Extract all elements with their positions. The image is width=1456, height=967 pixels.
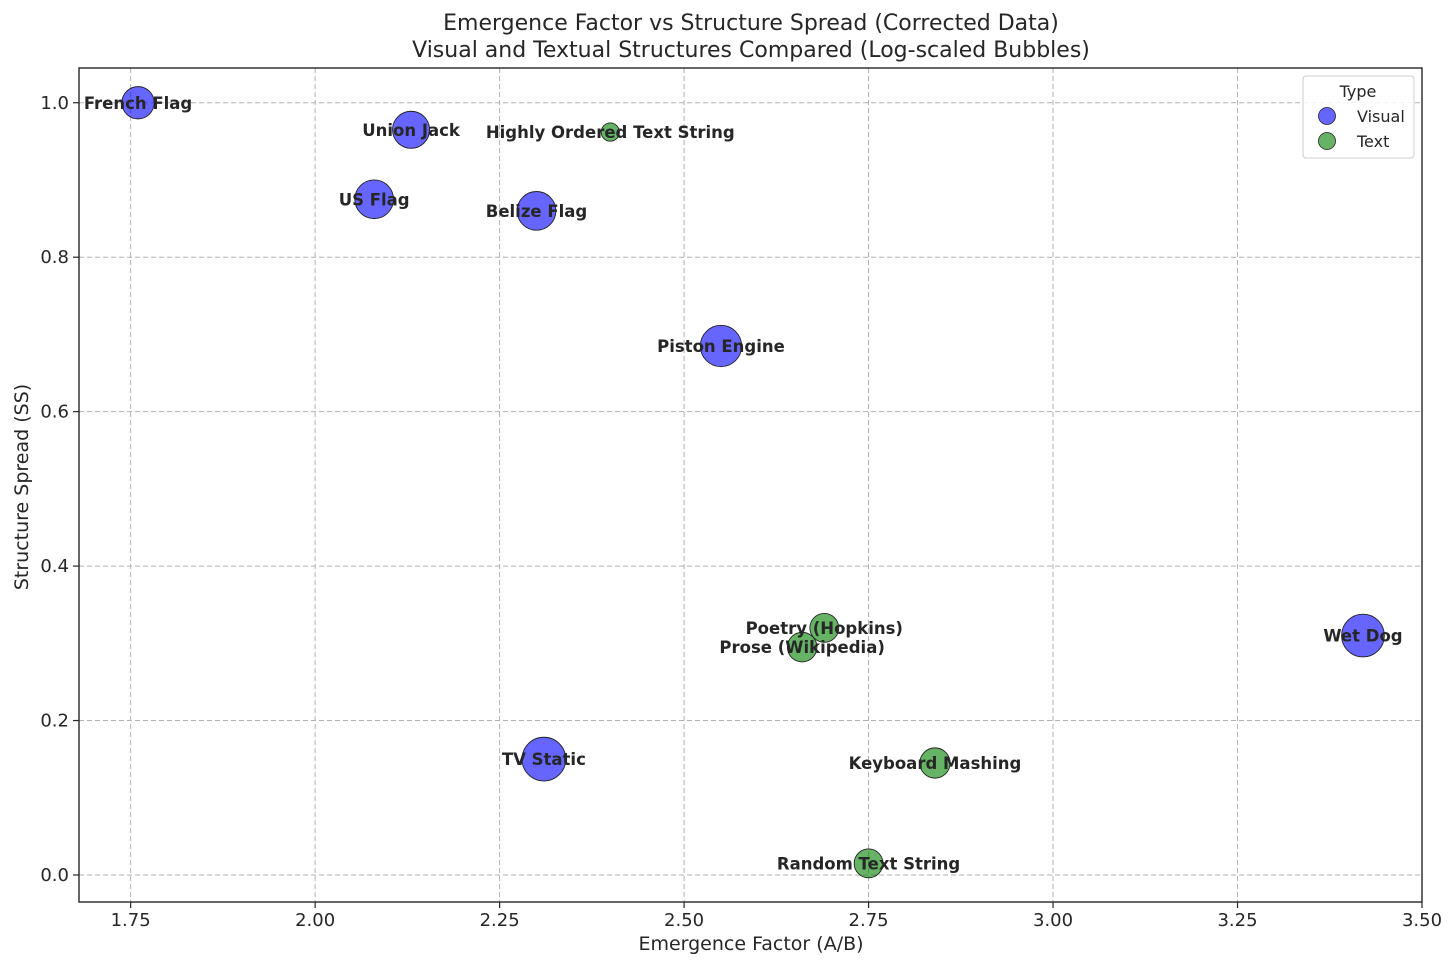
- y-tick-label: 1.0: [40, 93, 69, 114]
- y-tick-label: 0.6: [40, 402, 69, 423]
- axis-ticks: 1.75 2.00 2.25 2.50 2.75 3.00 3.25 3.50 0.0 0.2 0.…: [40, 93, 1442, 931]
- y-tick-label: 0.4: [40, 556, 69, 577]
- x-tick-label: 2.00: [295, 910, 335, 931]
- point-label-wet-dog: Wet Dog: [1323, 627, 1402, 646]
- legend: Type Visual Text: [1303, 76, 1414, 158]
- y-axis-label: Structure Spread (SS): [11, 384, 33, 590]
- y-tick-label: 0.0: [40, 865, 69, 886]
- point-label-prose-wikipedia: Prose (Wikipedia): [719, 638, 885, 657]
- grid: [79, 68, 1422, 902]
- chart-subtitle: Visual and Textual Structures Compared (…: [412, 38, 1090, 63]
- point-label-poetry-hopkins: Poetry (Hopkins): [746, 619, 903, 638]
- x-tick-label: 3.50: [1402, 910, 1442, 931]
- point-label-highly-ordered-text-string: Highly Ordered Text String: [486, 123, 735, 142]
- point-label-piston-engine: Piston Engine: [657, 337, 785, 356]
- point-label-random-text-string: Random Text String: [777, 854, 960, 873]
- plot-frame: [79, 68, 1422, 902]
- x-axis-label: Emergence Factor (A/B): [638, 933, 863, 955]
- y-tick-label: 0.8: [40, 247, 69, 268]
- legend-label-text: Text: [1356, 132, 1389, 151]
- y-tick-label: 0.2: [40, 711, 69, 732]
- x-tick-label: 1.75: [111, 910, 151, 931]
- point-label-french-flag: French Flag: [84, 94, 192, 113]
- x-tick-label: 3.00: [1033, 910, 1073, 931]
- x-tick-label: 3.25: [1217, 910, 1257, 931]
- x-tick-label: 2.25: [480, 910, 520, 931]
- legend-title: Type: [1339, 82, 1377, 101]
- chart-title: Emergence Factor vs Structure Spread (Co…: [443, 11, 1059, 36]
- legend-marker-visual: [1319, 108, 1336, 125]
- legend-label-visual: Visual: [1357, 107, 1405, 126]
- point-label-us-flag: US Flag: [339, 190, 410, 209]
- point-label-layer: French Flag Union Jack US Flag Belize Flag P…: [84, 94, 1403, 874]
- x-tick-label: 2.50: [664, 910, 704, 931]
- point-label-belize-flag: Belize Flag: [486, 202, 588, 221]
- legend-marker-text: [1319, 133, 1336, 150]
- point-label-keyboard-mashing: Keyboard Mashing: [849, 754, 1022, 773]
- x-tick-label: 2.75: [849, 910, 889, 931]
- point-label-union-jack: Union Jack: [362, 121, 461, 140]
- bubble-layer: [122, 87, 1384, 878]
- point-label-tv-static: TV Static: [502, 750, 586, 769]
